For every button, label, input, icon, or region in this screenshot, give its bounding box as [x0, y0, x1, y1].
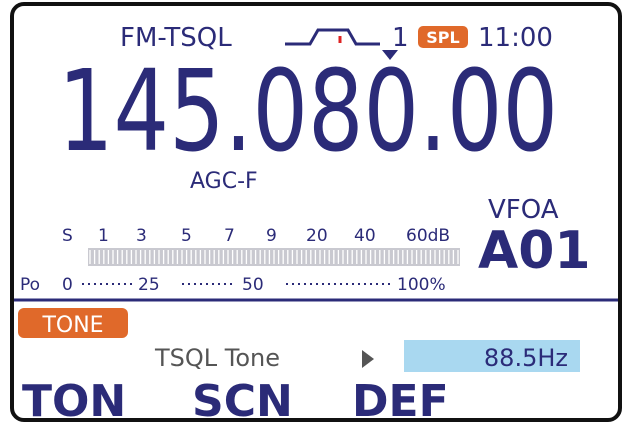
po-meter-label: 50 [242, 275, 264, 295]
setting-value: 88.5Hz [484, 344, 568, 372]
frequency: 145.080.00 [58, 47, 558, 177]
s-meter-label: S [62, 226, 73, 246]
tone-badge-label: TONE [41, 313, 103, 338]
radio-display: FM-TSQL 1 SPL 11:00 145.080.00 AGC-F VFO… [0, 0, 624, 425]
po-meter-label: 25 [138, 275, 160, 295]
softkey: SCN [192, 376, 293, 425]
s-meter-label: 3 [136, 226, 147, 246]
agc: AGC-F [190, 169, 258, 194]
s-meter-label: 5 [181, 226, 192, 246]
split-label: SPL [426, 28, 459, 47]
softkey: TON [22, 376, 126, 425]
po-meter-label: 0 [62, 275, 73, 295]
s-meter-label: 9 [266, 226, 277, 246]
setting-label: TSQL Tone [154, 344, 280, 372]
po-meter-label: Po [20, 275, 40, 295]
s-meter-label: 60dB [406, 226, 450, 246]
memory-channel: A01 [478, 221, 591, 281]
s-meter-label: 1 [98, 226, 109, 246]
s-meter-label: 7 [224, 226, 235, 246]
s-meter-label: 20 [306, 226, 328, 246]
s-meter-label: 40 [354, 226, 376, 246]
softkey: DEF [352, 376, 449, 425]
po-meter-label: 100% [397, 275, 446, 295]
